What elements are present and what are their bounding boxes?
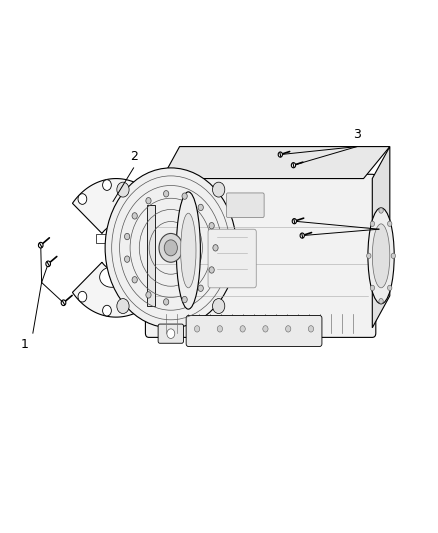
Circle shape [117,298,129,313]
FancyBboxPatch shape [145,174,376,337]
FancyBboxPatch shape [208,229,256,288]
Circle shape [146,292,151,298]
Circle shape [198,285,203,292]
Circle shape [198,204,203,211]
Circle shape [132,213,137,219]
FancyBboxPatch shape [147,205,155,306]
Circle shape [161,221,170,231]
Circle shape [78,292,87,302]
Circle shape [263,326,268,332]
Circle shape [161,264,170,275]
Circle shape [182,296,187,303]
Circle shape [388,285,392,290]
Circle shape [209,266,214,273]
Circle shape [102,180,111,190]
Ellipse shape [177,192,201,309]
Circle shape [146,198,151,204]
FancyBboxPatch shape [158,324,184,343]
Text: 1: 1 [21,338,28,351]
Polygon shape [162,147,390,179]
Circle shape [292,219,297,224]
Circle shape [212,182,225,197]
Polygon shape [372,147,390,328]
Circle shape [117,182,129,197]
Circle shape [124,233,130,240]
Circle shape [308,326,314,332]
Circle shape [164,240,177,256]
Ellipse shape [368,208,394,304]
Circle shape [124,256,130,262]
Circle shape [379,208,383,213]
Circle shape [194,326,200,332]
Circle shape [102,305,111,316]
Circle shape [291,163,296,168]
Circle shape [78,193,87,204]
Circle shape [46,261,50,266]
Circle shape [159,233,183,262]
Circle shape [388,221,392,227]
Circle shape [367,253,371,259]
Circle shape [370,285,374,290]
Circle shape [182,193,187,199]
Circle shape [163,298,169,305]
Circle shape [163,191,169,197]
Circle shape [61,300,66,305]
FancyBboxPatch shape [186,316,322,346]
Circle shape [39,243,43,248]
Circle shape [167,329,175,338]
Ellipse shape [372,224,390,288]
Circle shape [132,277,137,283]
Circle shape [278,152,283,157]
FancyBboxPatch shape [96,234,109,243]
Circle shape [213,245,218,251]
FancyBboxPatch shape [226,193,264,217]
Text: 3: 3 [353,128,361,141]
Circle shape [138,298,147,309]
Circle shape [105,168,237,328]
Circle shape [217,326,223,332]
Circle shape [209,223,214,229]
Circle shape [300,233,304,238]
Circle shape [138,187,147,198]
Circle shape [286,326,291,332]
Circle shape [391,253,396,259]
Circle shape [370,221,374,227]
Ellipse shape [99,267,124,287]
Circle shape [240,326,245,332]
Circle shape [212,298,225,313]
Text: 2: 2 [130,150,138,163]
Polygon shape [72,179,173,317]
Text: 4: 4 [375,211,383,224]
Ellipse shape [181,213,196,288]
Circle shape [379,298,383,304]
